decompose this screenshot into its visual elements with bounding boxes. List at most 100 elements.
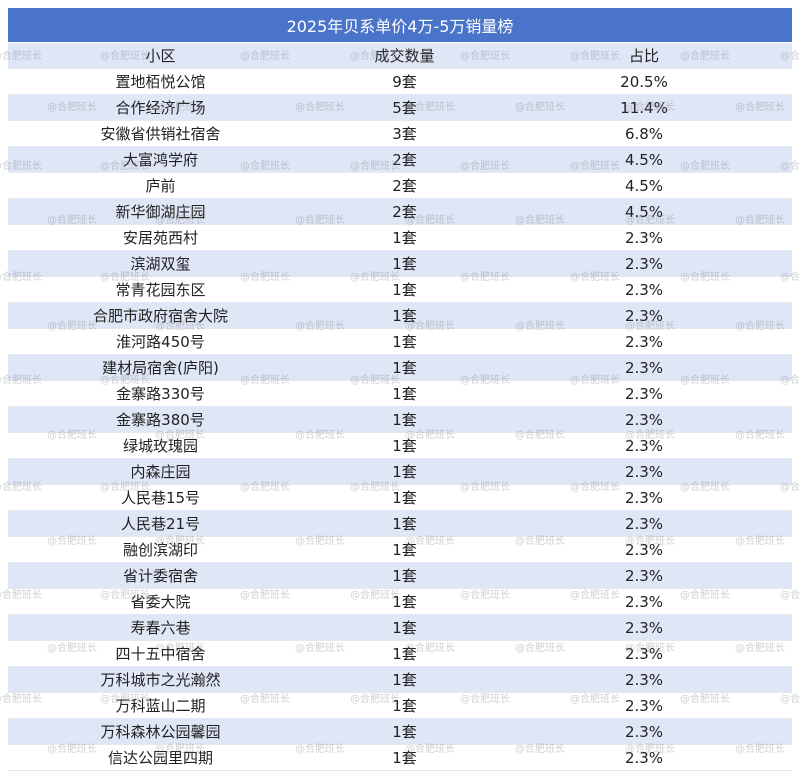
- cell-count: 1套: [313, 640, 496, 667]
- cell-share: 2.3%: [496, 588, 792, 615]
- table-row: 建材局宿舍(庐阳) 1套 2.3%: [8, 354, 792, 381]
- cell-share: 2.3%: [496, 380, 792, 407]
- cell-count: 2套: [313, 172, 496, 199]
- cell-community: 融创滨湖印: [8, 536, 313, 563]
- cell-share: 2.3%: [496, 224, 792, 251]
- cell-community: 万科城市之光瀚然: [8, 666, 313, 693]
- table-row: 融创滨湖印 1套 2.3%: [8, 536, 792, 563]
- cell-share: 2.3%: [496, 718, 792, 745]
- cell-count: 3套: [313, 120, 496, 147]
- table-body: 置地栢悦公馆 9套 20.5% 合作经济广场 5套 11.4% 安徽省供销社宿舍 3套 6.8%…: [8, 68, 792, 771]
- cell-count: 1套: [313, 328, 496, 355]
- cell-share: 6.8%: [496, 120, 792, 147]
- cell-community: 滨湖双玺: [8, 250, 313, 277]
- table-row: 合肥市政府宿舍大院 1套 2.3%: [8, 302, 792, 329]
- cell-community: 合肥市政府宿舍大院: [8, 302, 313, 329]
- cell-share: 2.3%: [496, 302, 792, 329]
- cell-community: 庐前: [8, 172, 313, 199]
- cell-community: 安徽省供销社宿舍: [8, 120, 313, 147]
- cell-count: 1套: [313, 302, 496, 329]
- cell-share: 2.3%: [496, 666, 792, 693]
- cell-count: 1套: [313, 224, 496, 251]
- cell-share: 2.3%: [496, 692, 792, 719]
- cell-count: 1套: [313, 276, 496, 303]
- table-row: 人民巷21号 1套 2.3%: [8, 510, 792, 537]
- cell-share: 20.5%: [496, 68, 792, 95]
- cell-community: 人民巷21号: [8, 510, 313, 537]
- table-row: 万科城市之光瀚然 1套 2.3%: [8, 666, 792, 693]
- cell-community: 四十五中宿舍: [8, 640, 313, 667]
- cell-count: 1套: [313, 536, 496, 563]
- table-row: 置地栢悦公馆 9套 20.5%: [8, 68, 792, 95]
- table-row: 四十五中宿舍 1套 2.3%: [8, 640, 792, 667]
- cell-share: 2.3%: [496, 484, 792, 511]
- table-row: 合作经济广场 5套 11.4%: [8, 94, 792, 121]
- table-row: 安徽省供销社宿舍 3套 6.8%: [8, 120, 792, 147]
- table-row: 新华御湖庄园 2套 4.5%: [8, 198, 792, 225]
- cell-count: 2套: [313, 198, 496, 225]
- cell-count: 9套: [313, 68, 496, 95]
- cell-share: 2.3%: [496, 354, 792, 381]
- cell-community: 万科森林公园馨园: [8, 718, 313, 745]
- cell-count: 1套: [313, 380, 496, 407]
- table-title: 2025年贝系单价4万-5万销量榜: [8, 8, 792, 42]
- cell-share: 2.3%: [496, 640, 792, 667]
- cell-share: 2.3%: [496, 250, 792, 277]
- cell-community: 建材局宿舍(庐阳): [8, 354, 313, 381]
- table-row: 省委大院 1套 2.3%: [8, 588, 792, 615]
- table-row: 安居苑西村 1套 2.3%: [8, 224, 792, 251]
- table-row: 庐前 2套 4.5%: [8, 172, 792, 199]
- cell-share: 2.3%: [496, 536, 792, 563]
- cell-count: 1套: [313, 354, 496, 381]
- cell-count: 1套: [313, 614, 496, 641]
- cell-community: 合作经济广场: [8, 94, 313, 121]
- cell-count: 1套: [313, 510, 496, 537]
- table-row: 常青花园东区 1套 2.3%: [8, 276, 792, 303]
- cell-share: 2.3%: [496, 614, 792, 641]
- cell-share: 2.3%: [496, 562, 792, 589]
- cell-community: 置地栢悦公馆: [8, 68, 313, 95]
- table-row: 滨湖双玺 1套 2.3%: [8, 250, 792, 277]
- cell-count: 1套: [313, 484, 496, 511]
- cell-community: 安居苑西村: [8, 224, 313, 251]
- cell-community: 金寨路380号: [8, 406, 313, 433]
- cell-community: 万科蓝山二期: [8, 692, 313, 719]
- cell-share: 2.3%: [496, 432, 792, 459]
- cell-community: 大富鸿学府: [8, 146, 313, 173]
- cell-count: 1套: [313, 744, 496, 771]
- cell-community: 寿春六巷: [8, 614, 313, 641]
- cell-community: 内森庄园: [8, 458, 313, 485]
- table-row: 万科森林公园馨园 1套 2.3%: [8, 718, 792, 745]
- cell-share: 2.3%: [496, 328, 792, 355]
- cell-share: 4.5%: [496, 198, 792, 225]
- cell-count: 5套: [313, 94, 496, 121]
- ranking-table-image: 2025年贝系单价4万-5万销量榜 小区 成交数量 占比 置地栢悦公馆 9套 20.…: [0, 8, 800, 771]
- cell-share: 4.5%: [496, 146, 792, 173]
- cell-count: 1套: [313, 666, 496, 693]
- table-row: 金寨路330号 1套 2.3%: [8, 380, 792, 407]
- cell-community: 省委大院: [8, 588, 313, 615]
- table-row: 寿春六巷 1套 2.3%: [8, 614, 792, 641]
- cell-count: 2套: [313, 146, 496, 173]
- cell-share: 2.3%: [496, 458, 792, 485]
- cell-community: 绿城玫瑰园: [8, 432, 313, 459]
- cell-share: 2.3%: [496, 406, 792, 433]
- cell-share: 2.3%: [496, 744, 792, 771]
- cell-community: 省计委宿舍: [8, 562, 313, 589]
- header-row: 小区 成交数量 占比: [8, 43, 792, 69]
- cell-share: 2.3%: [496, 276, 792, 303]
- table-row: 万科蓝山二期 1套 2.3%: [8, 692, 792, 719]
- cell-count: 1套: [313, 588, 496, 615]
- table-row: 省计委宿舍 1套 2.3%: [8, 562, 792, 589]
- cell-community: 淮河路450号: [8, 328, 313, 355]
- column-header-share: 占比: [496, 43, 792, 69]
- column-header-count: 成交数量: [313, 43, 496, 69]
- cell-community: 人民巷15号: [8, 484, 313, 511]
- table-row: 内森庄园 1套 2.3%: [8, 458, 792, 485]
- cell-count: 1套: [313, 718, 496, 745]
- cell-share: 4.5%: [496, 172, 792, 199]
- cell-community: 信达公园里四期: [8, 744, 313, 771]
- table-row: 人民巷15号 1套 2.3%: [8, 484, 792, 511]
- table-row: 金寨路380号 1套 2.3%: [8, 406, 792, 433]
- cell-share: 11.4%: [496, 94, 792, 121]
